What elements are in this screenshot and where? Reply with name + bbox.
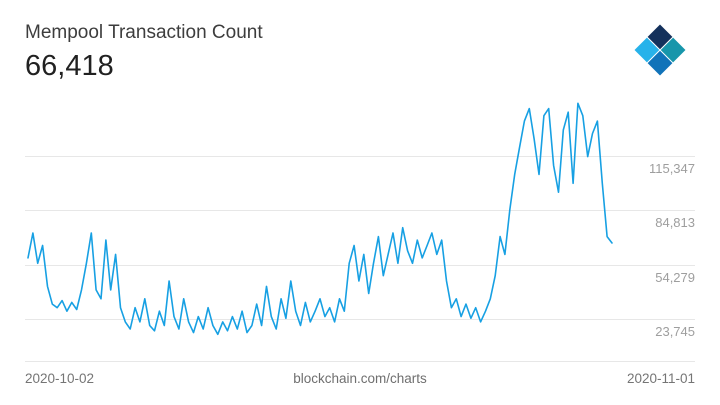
x-axis-start-label: 2020-10-02 bbox=[25, 371, 95, 386]
gridline bbox=[25, 210, 695, 212]
y-tick-label: 23,745 bbox=[655, 323, 695, 339]
blockchain-logo[interactable] bbox=[622, 12, 698, 88]
gridline bbox=[25, 361, 695, 362]
chart-title: Mempool Transaction Count bbox=[25, 22, 263, 43]
y-tick-label: 84,813 bbox=[655, 215, 695, 231]
line-series bbox=[27, 102, 613, 336]
gridline bbox=[25, 156, 695, 157]
gridline bbox=[25, 264, 695, 266]
x-axis-end-label: 2020-11-01 bbox=[626, 371, 695, 386]
current-value: 66,418 bbox=[25, 50, 114, 82]
y-tick-label: 115,347 bbox=[648, 161, 695, 176]
watermark-link[interactable]: blockchain.com/charts bbox=[293, 371, 427, 386]
y-tick-label: 54,279 bbox=[655, 269, 695, 285]
gridline bbox=[25, 318, 695, 320]
